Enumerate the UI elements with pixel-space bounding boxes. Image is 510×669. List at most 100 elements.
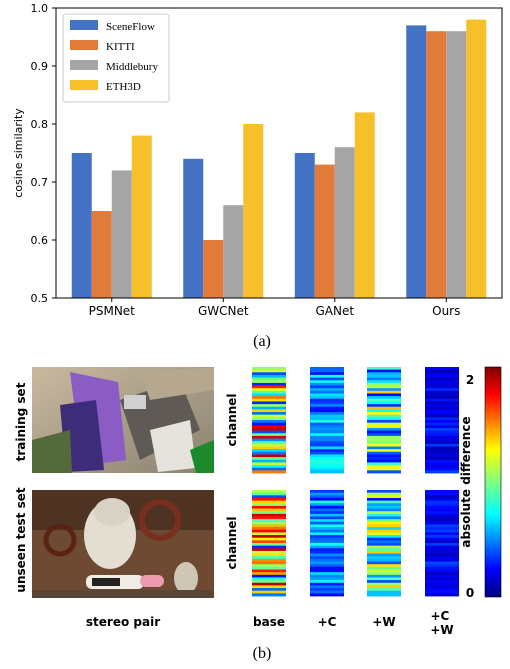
heatmap-strip <box>310 367 344 474</box>
heatmap-cell <box>310 417 344 421</box>
heatmap-cell <box>425 438 459 442</box>
heatmap-cell <box>310 372 344 376</box>
heatmap-cell <box>367 558 401 562</box>
heatmap-cell <box>425 435 459 439</box>
heatmap-cell <box>310 377 344 381</box>
heatmap-cell <box>425 490 459 494</box>
heatmap-cell <box>425 527 459 531</box>
heatmap-cell <box>310 385 344 389</box>
heatmap-strip <box>425 490 459 597</box>
heatmap-cell <box>425 430 459 434</box>
heatmap-cell <box>425 396 459 400</box>
heatmap-cell <box>367 519 401 523</box>
heatmap-cell <box>252 380 286 384</box>
heatmap-cell <box>367 505 401 509</box>
heatmap-cell <box>425 508 459 512</box>
channel-label-top: channel <box>225 393 239 446</box>
heatmap-cell <box>367 527 401 531</box>
heatmap-cell <box>425 593 459 597</box>
heatmap-cell <box>367 422 401 426</box>
heatmap-cell <box>367 580 401 584</box>
legend-label: ETH3D <box>106 81 141 93</box>
heatmap-cell <box>310 495 344 499</box>
heatmap-cell <box>252 556 286 560</box>
heatmap-cell <box>252 561 286 565</box>
legend-swatch <box>70 60 98 70</box>
heatmap-cell <box>425 369 459 373</box>
heatmap-cell <box>310 505 344 509</box>
heatmap-cell <box>252 574 286 578</box>
heatmap-cell <box>425 585 459 589</box>
heatmap-cell <box>367 529 401 533</box>
heatmap-cell <box>252 572 286 576</box>
heatmap-cell <box>367 435 401 439</box>
heatmap-cell <box>425 401 459 405</box>
heatmap-cell <box>252 519 286 523</box>
heatmap-cell <box>367 374 401 378</box>
heatmap-cell <box>367 420 401 424</box>
heatmap-cell <box>310 430 344 434</box>
heatmap-cell <box>310 396 344 400</box>
heatmap-cell <box>252 420 286 424</box>
heatmap-cell <box>310 590 344 594</box>
heatmap-cell <box>425 577 459 581</box>
heatmap-cell <box>252 430 286 434</box>
heatmap-cell <box>425 377 459 381</box>
x-tick-label: PSMNet <box>89 304 136 318</box>
heatmap-strip <box>367 367 401 474</box>
heatmap-cell <box>310 454 344 458</box>
heatmap-cell <box>367 553 401 557</box>
heatmap-cell <box>425 470 459 474</box>
heatmap-cell <box>310 543 344 547</box>
heatmap-cell <box>367 556 401 560</box>
heatmap-cell <box>367 369 401 373</box>
heatmap-cell <box>425 535 459 539</box>
heatmap-cell <box>310 569 344 573</box>
heatmap-cell <box>367 564 401 568</box>
heatmap-cell <box>425 553 459 557</box>
heatmap-cell <box>252 457 286 461</box>
heatmap-cell <box>252 451 286 455</box>
heatmap-cell <box>425 417 459 421</box>
heatmap-cell <box>425 459 459 463</box>
heatmap-cell <box>252 374 286 378</box>
heatmap-cell <box>310 490 344 494</box>
bar-eth3d-ours <box>466 19 487 298</box>
heatmap-cell <box>252 404 286 408</box>
heatmap-cell <box>310 537 344 541</box>
heatmap-cell <box>252 443 286 447</box>
column-label-c: +C <box>318 615 337 629</box>
heatmap-cell <box>367 548 401 552</box>
heatmap-cell <box>310 572 344 576</box>
heatmap-cell <box>310 435 344 439</box>
heatmap-cell <box>425 382 459 386</box>
heatmap-cell <box>425 569 459 573</box>
heatmap-cell <box>310 388 344 392</box>
bar-kitti-psmnet <box>91 211 112 298</box>
bar-sceneflow-ganet <box>294 153 315 298</box>
heatmap-cell <box>252 490 286 494</box>
heatmap-cell <box>252 564 286 568</box>
heatmap-cell <box>367 500 401 504</box>
heatmap-cell <box>310 580 344 584</box>
caption-b: (b) <box>253 645 272 662</box>
colorbar <box>484 366 502 598</box>
heatmap-cell <box>310 564 344 568</box>
heatmap-cell <box>425 446 459 450</box>
heatmap-cell <box>252 550 286 554</box>
heatmap-cell <box>252 406 286 410</box>
heatmap-cell <box>252 495 286 499</box>
heatmap-cell <box>425 462 459 466</box>
heatmap-cell <box>310 492 344 496</box>
heatmap-cell <box>252 382 286 386</box>
heatmap-cell <box>252 508 286 512</box>
heatmap-cell <box>425 412 459 416</box>
heatmap-cell <box>252 435 286 439</box>
heatmap-cell <box>252 529 286 533</box>
colorbar-title: absolute difference <box>459 416 473 547</box>
heatmap-cell <box>310 566 344 570</box>
heatmap-cell <box>252 548 286 552</box>
heatmap-cell <box>310 593 344 597</box>
heatmap-cell <box>252 505 286 509</box>
row-label-training: training set <box>14 382 28 461</box>
